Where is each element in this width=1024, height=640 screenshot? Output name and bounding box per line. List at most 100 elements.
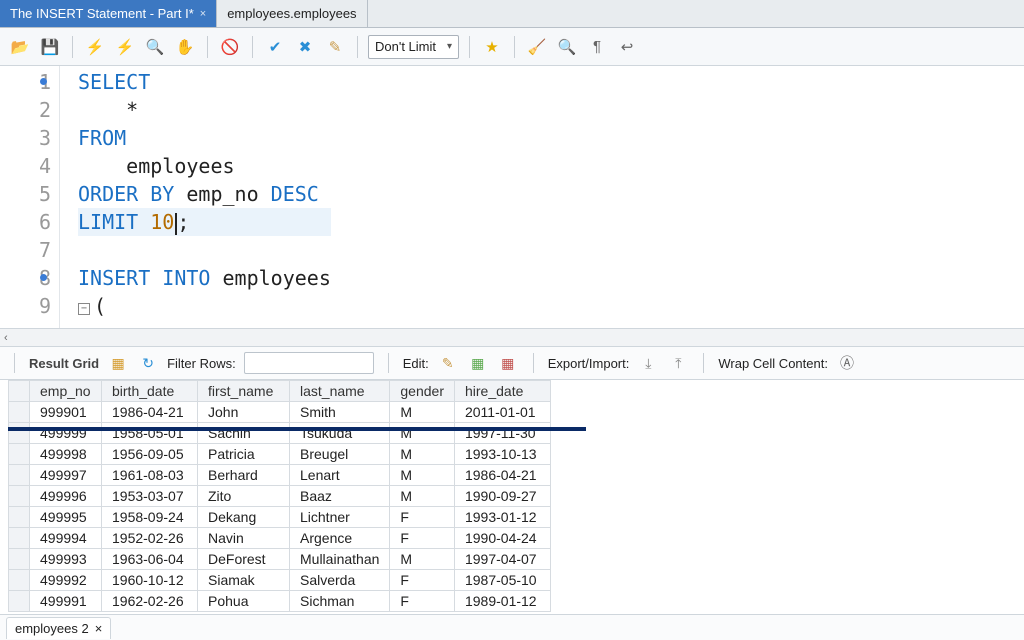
cell[interactable]: Lichtner (290, 507, 390, 528)
cell[interactable]: 1987-05-10 (454, 570, 550, 591)
save-button[interactable]: 💾 (38, 35, 62, 59)
cell[interactable]: 1953-03-07 (102, 486, 198, 507)
table-row[interactable]: 9999011986-04-21JohnSmithM2011-01-01 (9, 402, 551, 423)
cell[interactable]: M (390, 549, 455, 570)
cell[interactable]: 499999 (30, 423, 102, 444)
grid-view-icon[interactable]: ▦ (107, 352, 129, 374)
cell[interactable]: Breugel (290, 444, 390, 465)
cell[interactable]: 999901 (30, 402, 102, 423)
cell[interactable]: 2011-01-01 (454, 402, 550, 423)
cell[interactable]: 1956-09-05 (102, 444, 198, 465)
cell[interactable]: 499996 (30, 486, 102, 507)
column-header[interactable]: birth_date (102, 381, 198, 402)
refresh-icon[interactable]: ↻ (137, 352, 159, 374)
close-icon[interactable]: × (200, 8, 206, 20)
cell[interactable]: 1986-04-21 (454, 465, 550, 486)
wrap-cell-icon[interactable]: Ⓐ (836, 352, 858, 374)
cancel-button[interactable]: ✖ (293, 35, 317, 59)
cell[interactable]: 1962-02-26 (102, 591, 198, 612)
scroll-left-icon[interactable]: ‹ (4, 332, 8, 344)
table-row[interactable]: 4999961953-03-07ZitoBaazM1990-09-27 (9, 486, 551, 507)
wrap-button[interactable]: ↩ (615, 35, 639, 59)
cell[interactable]: Berhard (198, 465, 290, 486)
execute-button[interactable]: ⚡ (83, 35, 107, 59)
cell[interactable]: F (390, 528, 455, 549)
cell[interactable]: 1952-02-26 (102, 528, 198, 549)
cell[interactable]: Baaz (290, 486, 390, 507)
cell[interactable]: Zito (198, 486, 290, 507)
cell[interactable]: 1960-10-12 (102, 570, 198, 591)
cell[interactable]: 1961-08-03 (102, 465, 198, 486)
cell[interactable]: Tsukuda (290, 423, 390, 444)
cell[interactable]: 1958-05-01 (102, 423, 198, 444)
cell[interactable]: Sichman (290, 591, 390, 612)
cell[interactable]: 499995 (30, 507, 102, 528)
column-header[interactable]: gender (390, 381, 455, 402)
cell[interactable]: M (390, 444, 455, 465)
cell[interactable]: 499998 (30, 444, 102, 465)
cell[interactable]: Smith (290, 402, 390, 423)
broom-button[interactable]: 🧹 (525, 35, 549, 59)
column-header[interactable]: emp_no (30, 381, 102, 402)
search-button[interactable]: 🔍 (555, 35, 579, 59)
cell[interactable]: Siamak (198, 570, 290, 591)
cell[interactable]: 1958-09-24 (102, 507, 198, 528)
cell[interactable]: 1997-04-07 (454, 549, 550, 570)
cell[interactable]: M (390, 486, 455, 507)
cell[interactable]: 1990-09-27 (454, 486, 550, 507)
editor-tab[interactable]: employees.employees (217, 0, 367, 27)
cell[interactable]: Patricia (198, 444, 290, 465)
star-button[interactable]: ★ (480, 35, 504, 59)
table-row[interactable]: 4999981956-09-05PatriciaBreugelM1993-10-… (9, 444, 551, 465)
cell[interactable]: Dekang (198, 507, 290, 528)
cell[interactable]: 499991 (30, 591, 102, 612)
execute_step-button[interactable]: ⚡ (113, 35, 137, 59)
stop-button[interactable]: ✋ (173, 35, 197, 59)
cell[interactable]: Salverda (290, 570, 390, 591)
result-tab[interactable]: employees 2 × (6, 617, 111, 639)
close-icon[interactable]: × (95, 621, 103, 636)
cell[interactable]: 1993-01-12 (454, 507, 550, 528)
cell[interactable]: Navin (198, 528, 290, 549)
cell[interactable]: 1963-06-04 (102, 549, 198, 570)
cell[interactable]: 499997 (30, 465, 102, 486)
table-row[interactable]: 4999971961-08-03BerhardLenartM1986-04-21 (9, 465, 551, 486)
sql-editor[interactable]: 123456789 SELECT *FROM employeesORDER BY… (0, 66, 1024, 328)
cell[interactable]: Pohua (198, 591, 290, 612)
edit-button[interactable]: ✎ (323, 35, 347, 59)
delete-row-icon[interactable]: ▦ (497, 352, 519, 374)
open-button[interactable]: 📂 (8, 35, 32, 59)
table-row[interactable]: 4999921960-10-12SiamakSalverdaF1987-05-1… (9, 570, 551, 591)
cell[interactable]: Argence (290, 528, 390, 549)
cell[interactable]: F (390, 507, 455, 528)
cell[interactable]: M (390, 402, 455, 423)
cell[interactable]: 1986-04-21 (102, 402, 198, 423)
cell[interactable]: Mullainathan (290, 549, 390, 570)
result-grid[interactable]: emp_nobirth_datefirst_namelast_namegende… (8, 380, 551, 612)
cell[interactable]: 499993 (30, 549, 102, 570)
ok-button[interactable]: ✔ (263, 35, 287, 59)
column-header[interactable]: last_name (290, 381, 390, 402)
cell[interactable]: DeForest (198, 549, 290, 570)
table-row[interactable]: 4999951958-09-24DekangLichtnerF1993-01-1… (9, 507, 551, 528)
table-row[interactable]: 4999931963-06-04DeForestMullainathanM199… (9, 549, 551, 570)
cell[interactable]: M (390, 423, 455, 444)
stop2-button[interactable]: 🚫 (218, 35, 242, 59)
table-row[interactable]: 4999941952-02-26NavinArgenceF1990-04-24 (9, 528, 551, 549)
cell[interactable]: M (390, 465, 455, 486)
editor-tab[interactable]: The INSERT Statement - Part I*× (0, 0, 217, 27)
cell[interactable]: F (390, 570, 455, 591)
editor-hscrollbar[interactable]: ‹ (0, 328, 1024, 346)
filter-rows-input[interactable] (244, 352, 374, 374)
cell[interactable]: 1990-04-24 (454, 528, 550, 549)
cell[interactable]: Lenart (290, 465, 390, 486)
add-row-icon[interactable]: ▦ (467, 352, 489, 374)
cell[interactable]: 1989-01-12 (454, 591, 550, 612)
cell[interactable]: 1993-10-13 (454, 444, 550, 465)
cell[interactable]: Sachin (198, 423, 290, 444)
cell[interactable]: F (390, 591, 455, 612)
cell[interactable]: 1997-11-30 (454, 423, 550, 444)
limit-select[interactable]: Don't Limit (368, 35, 459, 59)
pilcrow-button[interactable]: ¶ (585, 35, 609, 59)
cell[interactable]: 499994 (30, 528, 102, 549)
